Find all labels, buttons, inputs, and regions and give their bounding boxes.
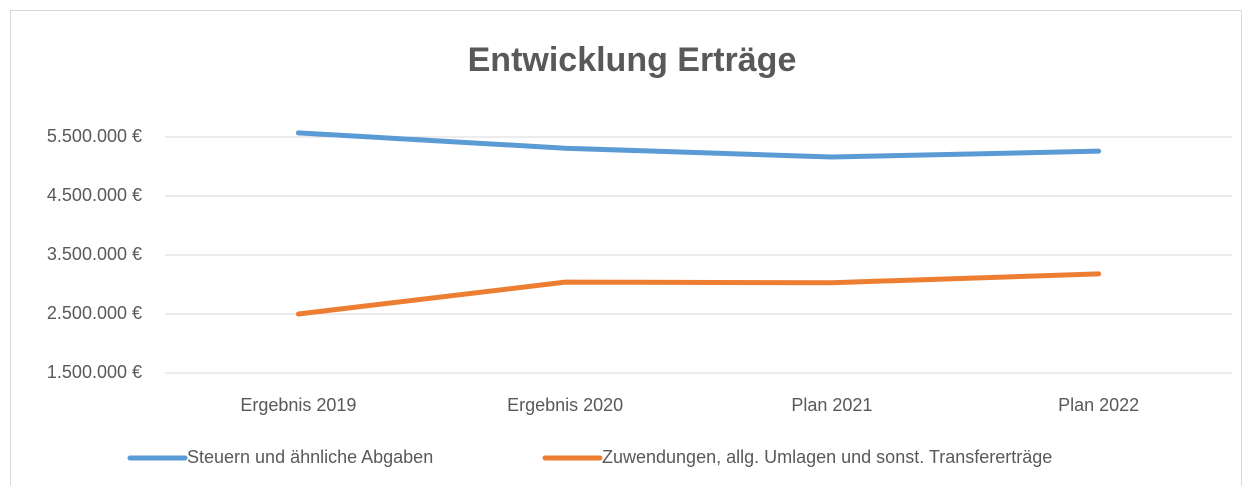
legend-label: Zuwendungen, allg. Umlagen und sonst. Tr…: [602, 447, 1052, 467]
x-tick-label: Plan 2021: [791, 395, 872, 415]
y-tick-label: 1.500.000 €: [47, 362, 142, 382]
legend-label: Steuern und ähnliche Abgaben: [187, 447, 433, 467]
series-line: [295, 271, 1102, 317]
y-tick-label: 2.500.000 €: [47, 303, 142, 323]
y-tick-label: 3.500.000 €: [47, 244, 142, 264]
x-tick-label: Plan 2022: [1058, 395, 1139, 415]
y-tick-label: 4.500.000 €: [47, 185, 142, 205]
y-tick-label: 5.500.000 €: [47, 126, 142, 146]
series-line: [295, 130, 1102, 160]
chart-frame: [10, 10, 1242, 486]
chart-title: Entwicklung Erträge: [468, 41, 797, 79]
x-tick-label: Ergebnis 2020: [507, 395, 623, 415]
x-tick-label: Ergebnis 2019: [240, 395, 356, 415]
